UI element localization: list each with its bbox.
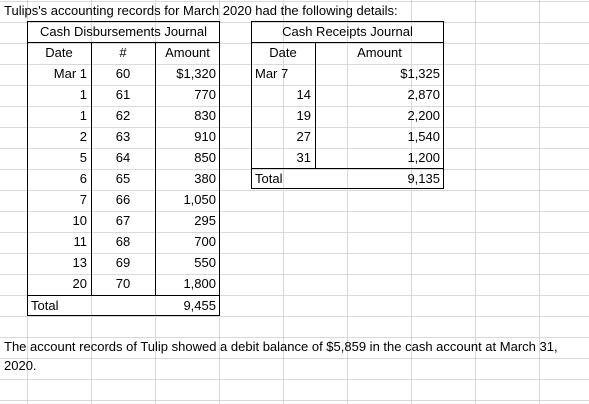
cash-receipts-total-amount: 9,135 [407,171,440,186]
disbursement-date: 1 [79,87,87,102]
receipt-amount: $1,325 [400,66,440,81]
receipt-date: 27 [296,129,311,144]
cash-disbursements-table [27,21,220,316]
disbursement-amount: 850 [194,150,216,165]
disbursement-number: 68 [115,234,131,249]
disbursement-number: 69 [115,255,131,270]
disbursement-amount: 700 [194,234,216,249]
disbursement-number: 67 [115,213,131,228]
disbursement-date: 2 [79,129,87,144]
cash-disbursements-title-rule [27,42,220,43]
disbursement-amount: 1,800 [183,276,216,291]
cash-receipts-title: Cash Receipts Journal [282,24,413,39]
disbursement-number: 66 [115,192,131,207]
cash-balance-note: The account records of Tulip showed a de… [4,339,558,373]
receipt-date: 14 [296,87,311,102]
disbursement-amount: 550 [194,255,216,270]
disbursement-number: 62 [115,108,131,123]
receipt-date: 19 [296,108,311,123]
disbursement-amount: 380 [194,171,216,186]
cash-disbursements-number-divider [155,42,156,295]
disbursement-date: 11 [73,234,88,249]
cash-receipts-date-divider [315,42,316,168]
disbursement-amount: 910 [194,129,216,144]
disbursement-number: 60 [115,66,131,81]
disbursement-amount: 770 [194,87,216,102]
receipt-amount: 1,200 [407,150,440,165]
disbursement-number: 65 [115,171,131,186]
disbursement-amount: 295 [194,213,216,228]
cash-disbursements-date-header: Date [45,45,73,60]
receipt-amount: 1,540 [407,129,440,144]
disbursement-number: 61 [115,87,131,102]
disbursement-date: 5 [79,150,87,165]
disbursement-number: 64 [115,150,131,165]
disbursement-amount: $1,320 [176,66,216,81]
disbursement-date: 6 [79,171,87,186]
receipt-amount: 2,200 [407,108,440,123]
cash-disbursements-amount-header: Amount [165,45,210,60]
cash-disbursements-total-amount: 9,455 [183,298,216,313]
cash-receipts-total-label: Total [255,171,283,186]
disbursement-amount: 1,050 [183,192,216,207]
disbursement-amount: 830 [194,108,216,123]
disbursement-date: Mar 1 [53,66,87,81]
disbursement-number: 63 [115,129,131,144]
cash-disbursements-title: Cash Disbursements Journal [40,24,207,39]
cash-disbursements-total-rule [27,295,220,296]
disbursement-date: 20 [72,276,87,291]
disbursement-date: 10 [72,213,87,228]
disbursement-date: 1 [79,108,87,123]
cash-disbursements-date-divider [91,42,92,295]
disbursement-date: 7 [79,192,87,207]
receipt-date: 31 [296,150,311,165]
cash-receipts-date-header: Date [269,45,297,60]
cash-disbursements-number-header: # [119,45,127,60]
receipt-amount: 2,870 [407,87,440,102]
cash-receipts-amount-header: Amount [357,45,402,60]
cash-receipts-table [251,21,444,189]
disbursement-number: 70 [115,276,131,291]
receipt-date: Mar 7 [255,66,289,81]
disbursement-date: 13 [72,255,87,270]
sheet-title: Tulips's accounting records for March 20… [4,3,398,18]
cash-receipts-title-rule [251,42,444,43]
cash-disbursements-total-label: Total [31,298,59,313]
cash-receipts-total-rule [251,168,444,169]
